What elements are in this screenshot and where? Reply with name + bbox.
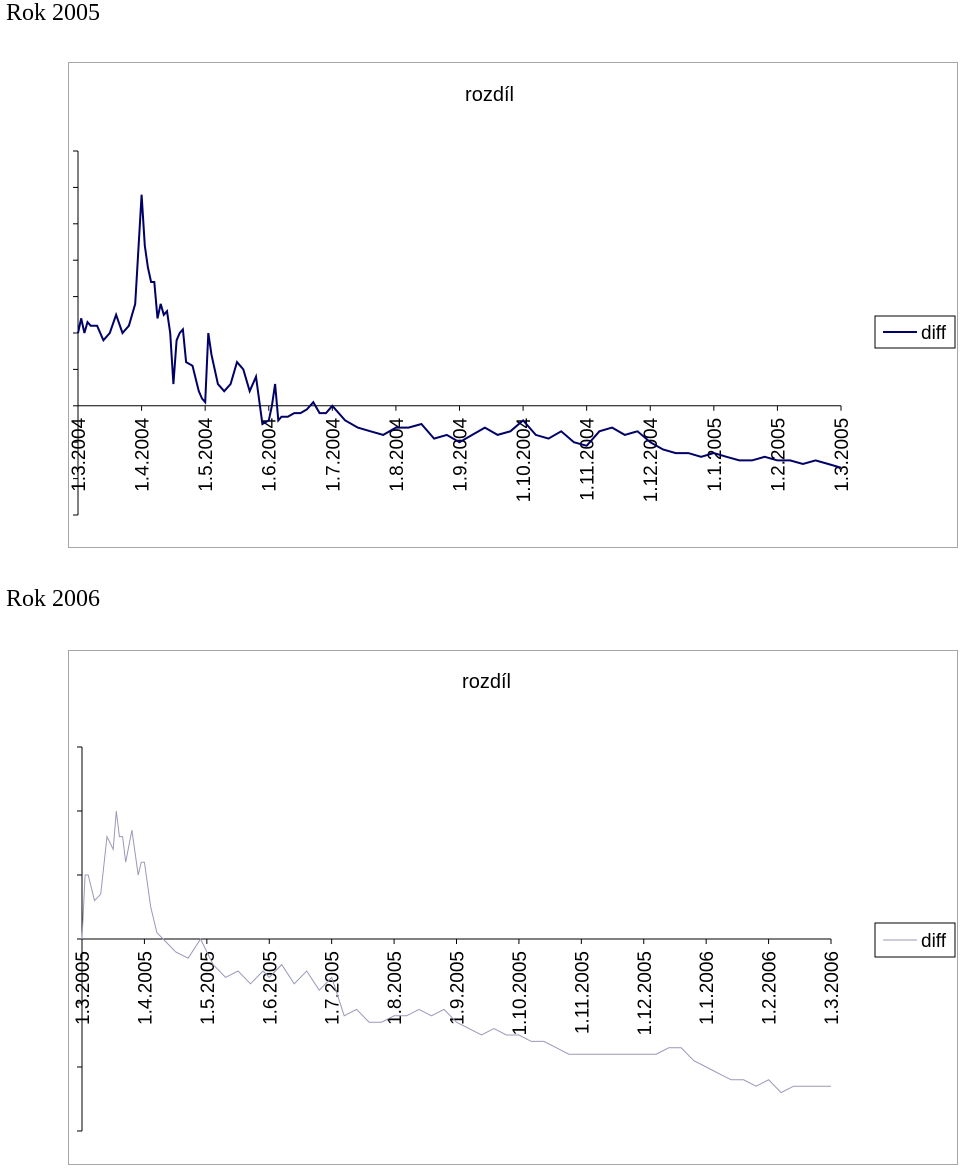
section-heading-2006: Rok 2006 [6,586,101,612]
x-tick-label: 1.3.2004 [69,417,90,491]
x-tick-label: 1.9.2004 [451,417,472,491]
x-tick-label: 1.7.2004 [323,417,344,491]
series-line-diff [77,194,842,469]
series-line-diff [81,810,831,1094]
chart-2006: rozdíl-15-10-50510151.3.20051.4.20051.5.… [68,650,958,1165]
x-tick-label: 1.10.2005 [510,951,531,1036]
section-heading-2005: Rok 2005 [6,0,101,26]
x-tick-label: 1.6.2005 [260,951,281,1025]
chart-2005: rozdíl-15-10-5051015202530351.3.20041.4.… [68,62,958,548]
x-tick-label: 1.12.2005 [635,951,656,1036]
x-tick-label: 1.10.2004 [514,417,535,502]
x-tick-label: 1.1.2006 [697,951,718,1025]
x-tick-label: 1.5.2005 [198,951,219,1025]
x-tick-label: 1.4.2005 [135,951,156,1025]
x-tick-label: 1.8.2005 [385,951,406,1025]
x-tick-label: 1.2.2006 [760,951,781,1025]
chart-2005-svg: rozdíl-15-10-5051015202530351.3.20041.4.… [69,84,956,516]
x-tick-label: 1.11.2004 [578,417,599,501]
x-tick-label: 1.5.2004 [196,417,217,491]
x-tick-label: 1.6.2004 [260,417,281,491]
chart-2006-svg: rozdíl-15-10-50510151.3.20051.4.20051.5.… [73,671,956,1132]
chart-title: rozdíl [462,671,511,693]
legend-label: diff [921,323,947,344]
x-tick-label: 1.3.2006 [822,951,843,1025]
legend-label: diff [921,931,947,952]
x-tick-label: 1.3.2005 [832,418,853,492]
x-tick-label: 1.7.2005 [323,951,344,1025]
x-tick-label: 1.8.2004 [387,417,408,491]
chart-title: rozdíl [465,84,514,106]
x-tick-label: 1.4.2004 [133,417,154,491]
x-tick-label: 1.1.2005 [705,418,726,492]
x-tick-label: 1.9.2005 [448,951,469,1025]
x-tick-label: 1.3.2005 [73,951,94,1025]
x-tick-label: 1.12.2004 [641,417,662,502]
x-tick-label: 1.2.2005 [768,418,789,492]
x-tick-label: 1.11.2005 [572,951,593,1034]
